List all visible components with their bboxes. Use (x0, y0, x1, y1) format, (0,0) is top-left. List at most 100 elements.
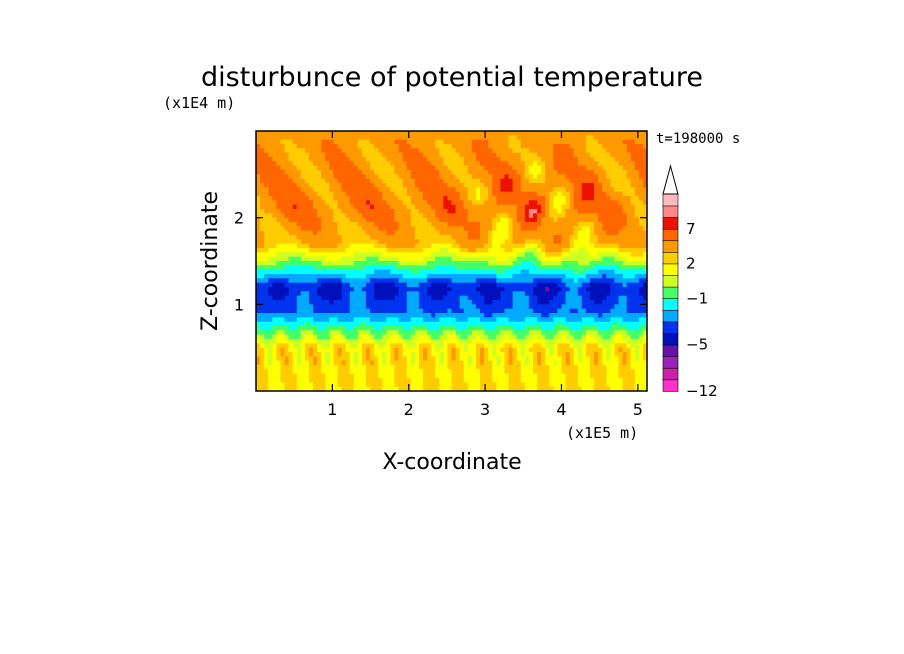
field-cell (512, 317, 518, 323)
field-cell (256, 204, 261, 210)
field-cell (349, 170, 355, 175)
field-cell (439, 261, 444, 266)
field-cell (374, 274, 379, 279)
field-cell (508, 139, 514, 145)
field-cell (264, 239, 269, 245)
field-cell (638, 144, 644, 149)
field-cell (565, 200, 571, 206)
field-cell (304, 248, 310, 253)
field-cell (337, 239, 343, 245)
field-cell (280, 256, 286, 262)
field-cell (488, 170, 493, 175)
field-cell (622, 321, 628, 327)
field-cell (642, 347, 647, 353)
field-cell (606, 256, 611, 262)
field-cell (272, 334, 277, 340)
field-cell (386, 191, 391, 197)
field-cell (280, 300, 286, 305)
field-cell (361, 261, 367, 266)
field-cell (402, 300, 408, 305)
field-cell (276, 178, 282, 184)
field-cell (610, 226, 616, 232)
field-cell (333, 178, 339, 184)
field-cell (406, 209, 412, 214)
field-cell (304, 222, 310, 227)
field-cell (308, 235, 314, 240)
field-cell (484, 278, 489, 284)
field-cell (280, 243, 286, 249)
field-cell (292, 326, 298, 331)
field-cell (638, 291, 644, 297)
field-cell (272, 304, 277, 310)
field-cell (642, 200, 647, 206)
field-cell (634, 135, 640, 141)
field-cell (577, 274, 583, 279)
field-cell (390, 204, 396, 210)
field-cell (418, 131, 424, 136)
field-cell (256, 356, 261, 362)
field-cell (382, 248, 387, 253)
field-cell (561, 165, 567, 171)
field-cell (541, 343, 546, 349)
field-cell (545, 265, 550, 271)
field-cell (638, 183, 644, 188)
field-cell (341, 148, 347, 154)
field-cell (524, 139, 530, 145)
field-cell (622, 343, 628, 349)
field-cell (337, 152, 343, 158)
field-cell (264, 321, 269, 327)
field-cell (337, 135, 343, 141)
field-cell (325, 291, 330, 297)
field-cell (443, 304, 449, 310)
field-cell (532, 278, 538, 284)
field-cell (610, 200, 616, 206)
field-cell (296, 239, 302, 245)
field-cell (361, 278, 367, 284)
field-cell (447, 209, 453, 214)
field-cell (471, 209, 477, 214)
field-cell (321, 174, 326, 180)
field-cell (325, 209, 330, 214)
field-cell (296, 352, 302, 357)
field-cell (284, 235, 290, 240)
field-cell (512, 313, 518, 318)
field-cell (292, 239, 298, 245)
field-cell (276, 252, 282, 258)
field-cell (378, 339, 383, 344)
field-cell (541, 347, 546, 353)
field-cell (492, 239, 497, 245)
field-cell (443, 230, 449, 236)
field-cell (614, 313, 620, 318)
field-cell (300, 248, 306, 253)
field-cell (394, 209, 400, 214)
field-cell (292, 183, 298, 188)
field-cell (581, 191, 587, 197)
field-cell (349, 187, 355, 193)
field-cell (463, 304, 469, 310)
field-cell (439, 209, 444, 214)
field-cell (475, 352, 481, 357)
field-cell (300, 165, 306, 171)
field-cell (390, 278, 396, 284)
field-cell (329, 330, 334, 336)
field-cell (304, 230, 310, 236)
field-cell (471, 152, 477, 158)
field-cell (382, 222, 387, 227)
field-cell (618, 144, 624, 149)
field-cell (365, 343, 371, 349)
field-cell (337, 256, 343, 262)
field-cell (260, 308, 265, 314)
field-cell (394, 243, 400, 249)
field-cell (272, 178, 277, 184)
field-cell (268, 235, 273, 240)
field-cell (325, 213, 330, 219)
field-cell (545, 256, 550, 262)
field-cell (418, 161, 424, 167)
field-cell (296, 161, 302, 167)
field-cell (459, 131, 465, 136)
field-cell (610, 261, 616, 266)
field-cell (276, 165, 282, 171)
field-cell (500, 252, 506, 258)
field-cell (524, 295, 530, 301)
field-cell (492, 161, 497, 167)
